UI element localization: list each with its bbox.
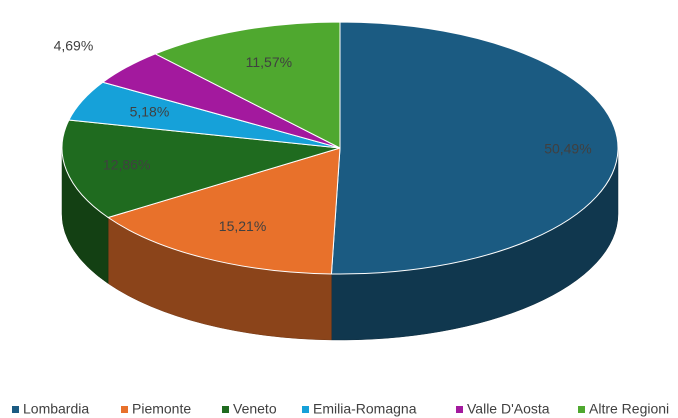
legend-swatch xyxy=(222,406,229,413)
data-label: 12,86% xyxy=(103,156,150,172)
legend-label: Piemonte xyxy=(132,401,191,417)
legend-swatch xyxy=(302,406,309,413)
pie-slice xyxy=(154,21,341,149)
legend-swatch xyxy=(12,406,19,413)
data-label: 50,49% xyxy=(544,140,591,156)
data-label: 15,21% xyxy=(219,218,266,234)
legend-swatch xyxy=(121,406,128,413)
legend-label: Emilia-Romagna xyxy=(313,401,417,417)
pie-slice xyxy=(106,147,341,275)
legend-label: Veneto xyxy=(233,401,277,417)
legend-label: Lombardia xyxy=(23,401,89,417)
data-label: 11,57% xyxy=(246,54,292,70)
legend-swatch xyxy=(578,406,585,413)
data-label: 4,69% xyxy=(54,38,94,54)
legend-label: Valle D'Aosta xyxy=(467,401,550,417)
legend-label: Altre Regioni xyxy=(589,401,669,417)
pie-slice xyxy=(330,21,619,275)
pie-slice xyxy=(61,119,341,219)
data-label: 5,18% xyxy=(130,104,170,120)
legend-swatch xyxy=(456,406,463,413)
